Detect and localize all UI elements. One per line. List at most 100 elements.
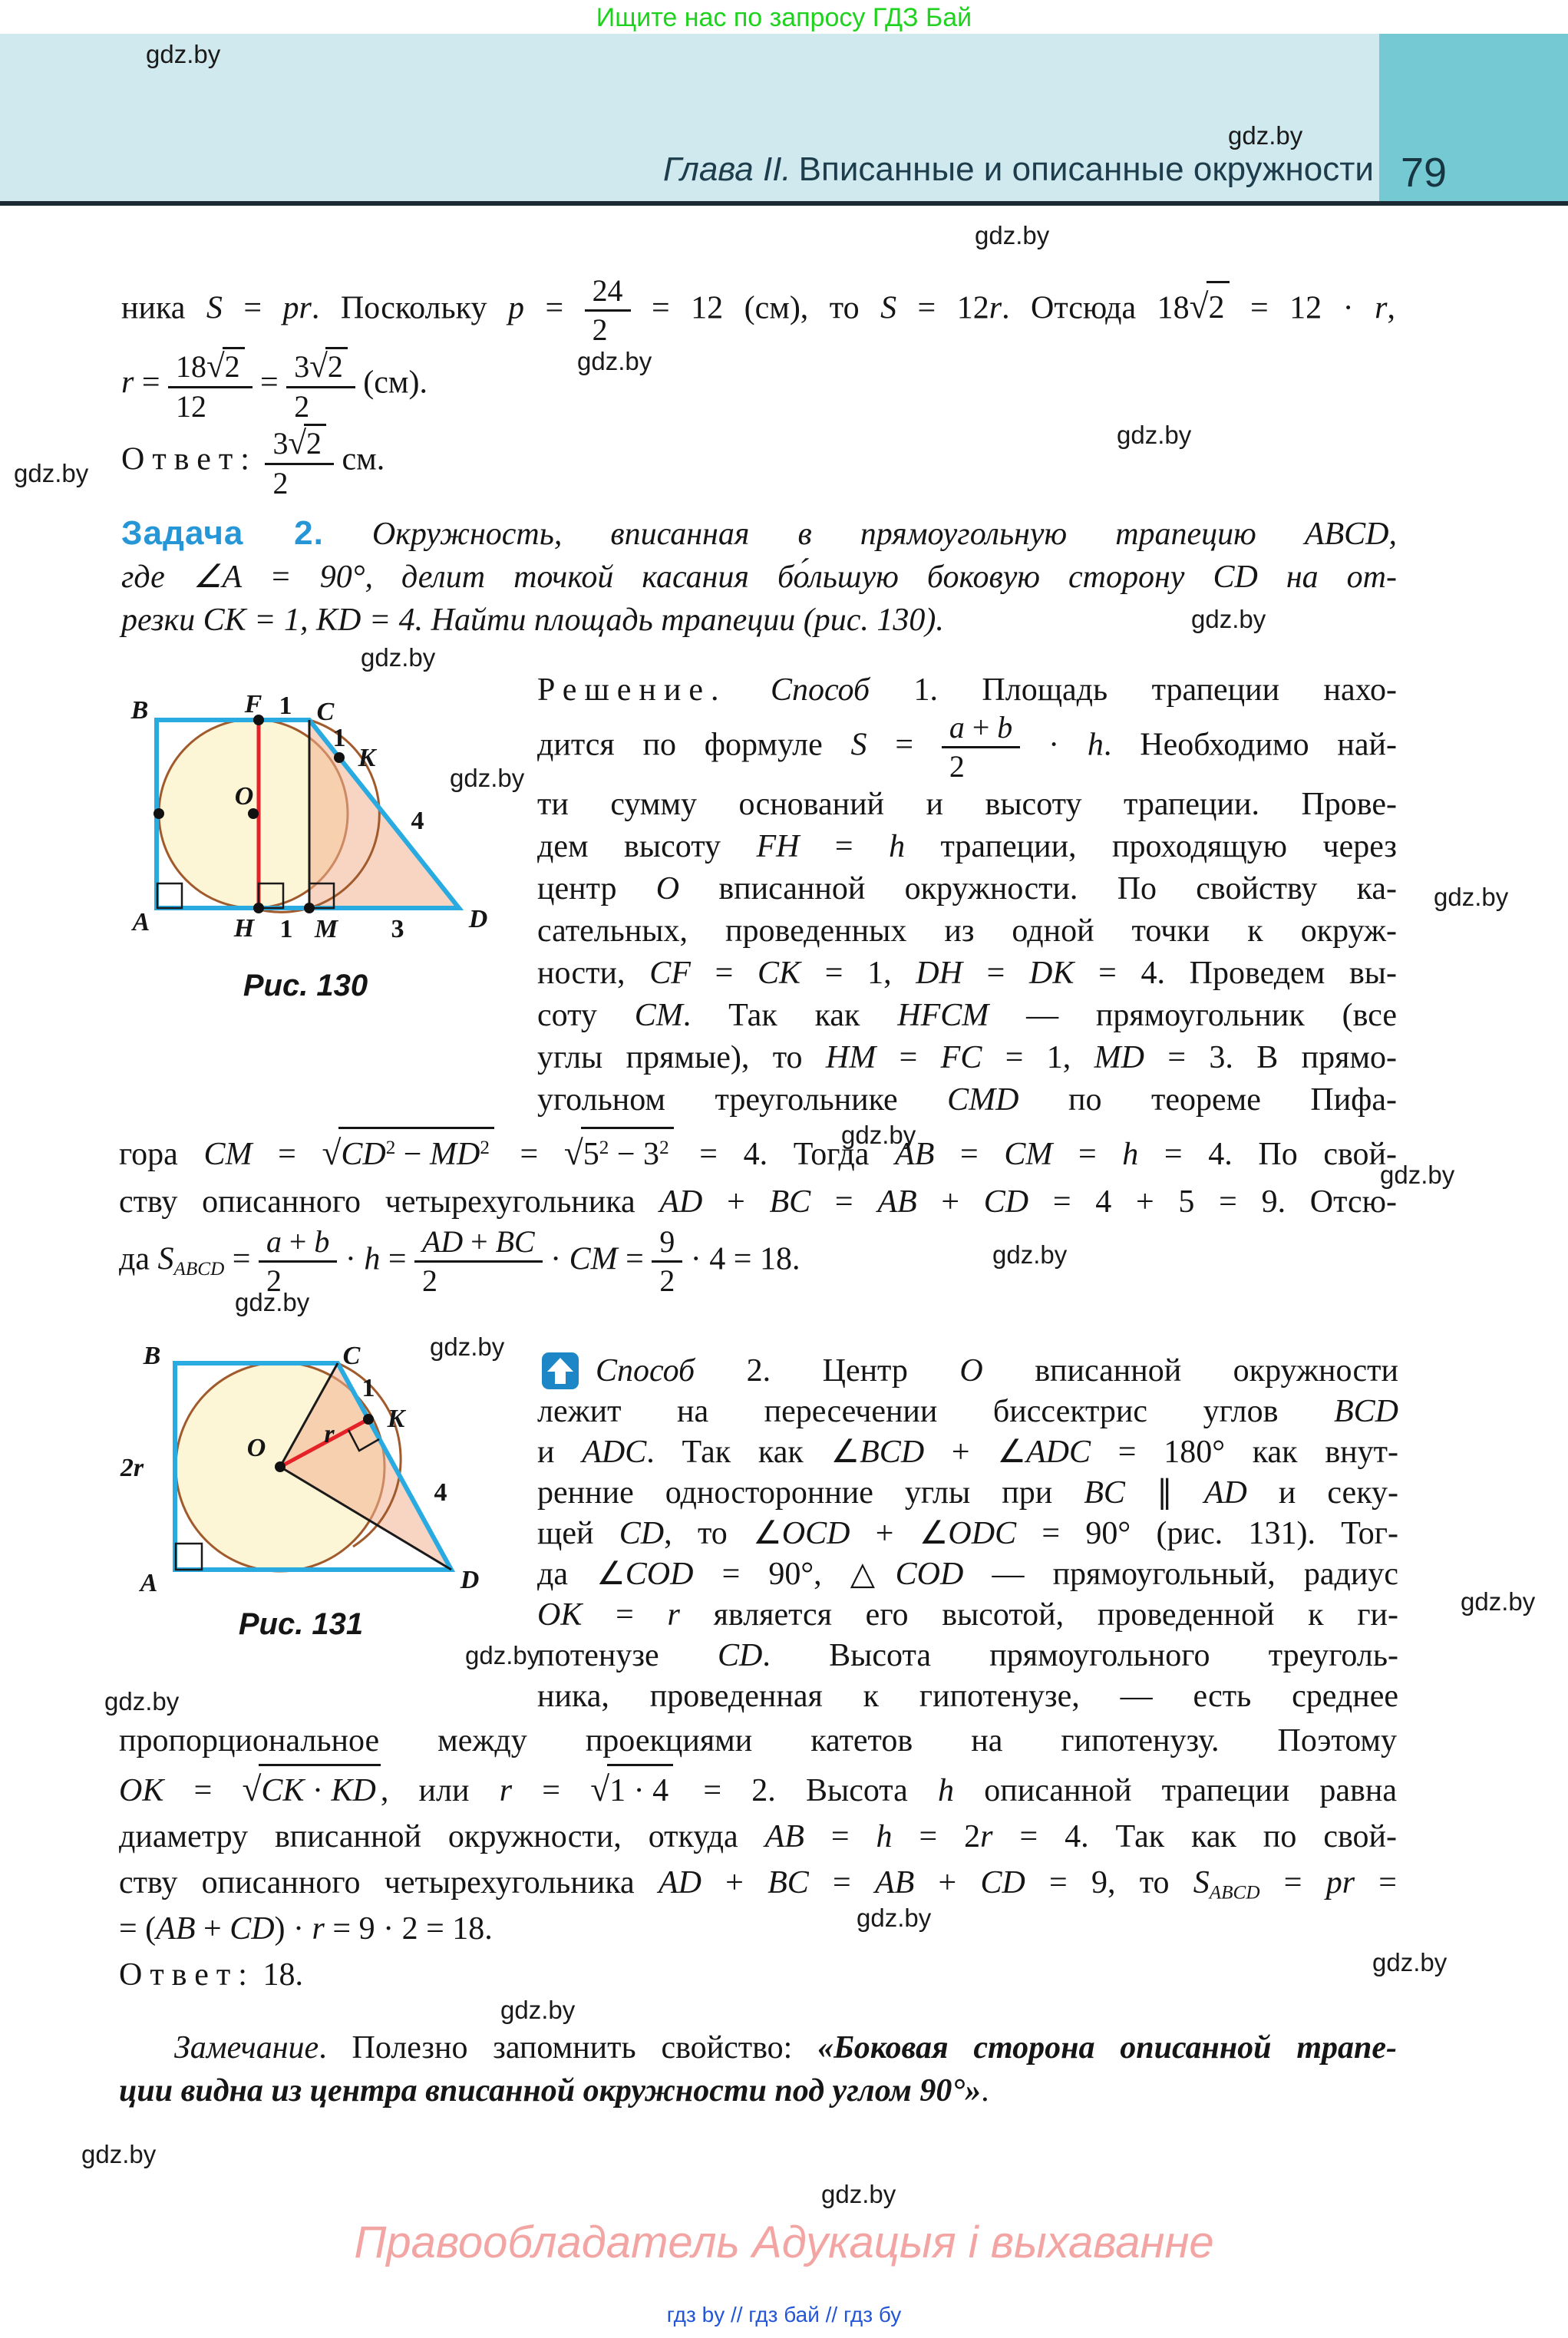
gdz-watermark: gdz.by <box>235 1288 310 1316</box>
gdz-watermark: gdz.by <box>500 1996 576 2024</box>
fig130-label-md: 3 <box>391 915 404 943</box>
fig131-label-r: r <box>324 1420 335 1448</box>
right-angle-m <box>308 882 335 910</box>
fig131-label-ab: 2r <box>120 1454 144 1482</box>
right-angle-a <box>156 882 183 910</box>
fig130-label-A: A <box>131 908 150 936</box>
segment-oc <box>279 1362 339 1468</box>
text-line: Ответ: 3√2 2 см. <box>121 423 385 501</box>
fig130-label-fc: 1 <box>279 692 292 720</box>
fig131-label-A: A <box>139 1569 158 1597</box>
fig131-label-D: D <box>460 1566 480 1594</box>
paragraph-method1-continued: гора CM = √CD2 − MD2 = √52 − 32 = 4. Тог… <box>119 1127 1397 1298</box>
text-line: Задача 2. Окружность, вписанная в прямоу… <box>121 514 1397 552</box>
fig130-label-kd: 4 <box>411 807 424 835</box>
text-line: ству описанного четырехугольника AD + BC… <box>119 1184 1397 1220</box>
fig130-label-hm: 1 <box>280 915 293 943</box>
gdz-watermark: gdz.by <box>1461 1587 1536 1616</box>
text-line: лежит на пересечении биссектрис углов BC… <box>537 1394 1398 1429</box>
fig130-caption: Рис. 130 <box>243 969 368 1002</box>
up-arrow-icon <box>547 1358 573 1384</box>
method2-arrow-icon <box>542 1352 579 1389</box>
gdz-watermark: gdz.by <box>821 2180 896 2208</box>
text-line: ника S = pr. Поскольку p = 24 2 = 12 (см)… <box>121 273 1395 348</box>
paragraph-method2: Способ 2. Центр O вписанной окружности ле… <box>537 1351 1398 1717</box>
radius-ok-line <box>279 1417 370 1469</box>
fig130-label-C: C <box>317 698 335 726</box>
fig131-label-B: B <box>143 1342 161 1370</box>
text-line: OK = √CK · KD, или r = √1 · 4 = 2. Высот… <box>119 1764 1397 1814</box>
gdz-watermark: gdz.by <box>81 2140 157 2168</box>
text-line: ции видна из центра вписанной окружности… <box>119 2073 989 2108</box>
page-number: 79 <box>1401 150 1448 196</box>
text-line: Решение. Способ 1. Площадь трапеции нахо… <box>537 672 1398 708</box>
chapter-label: Глава II. <box>663 150 791 188</box>
right-angle-k <box>347 1429 380 1452</box>
gdz-watermark: gdz.by <box>361 643 436 672</box>
text-line: ника, проведенная к гипотенузе, — есть с… <box>537 1679 1398 1714</box>
gdz-watermark: gdz.by <box>465 1641 540 1669</box>
right-angle-a <box>174 1542 203 1571</box>
text-line: да ∠COD = 90°, △COD — прямоугольный, рад… <box>537 1557 1398 1592</box>
gdz-watermark: gdz.by <box>1380 1161 1455 1189</box>
gdz-watermark: gdz.by <box>975 221 1050 249</box>
paragraph-task1-solution-end: ника S = pr. Поскольку p = 24 2 = 12 (см)… <box>121 273 1395 501</box>
figure-131: B C 1 K r O 2r 4 A D Рис. 131 <box>120 1342 480 1641</box>
gdz-watermark: gdz.by <box>14 459 89 487</box>
gdz-watermark: gdz.by <box>1117 421 1192 449</box>
text-line: r = 18√2 12 = 3√2 2 (см). <box>121 346 427 424</box>
text-line: OK = r является его высотой, проведенной… <box>537 1597 1399 1633</box>
right-angle-h <box>257 882 285 910</box>
text-line: диаметру вписанной окружности, откуда AB… <box>119 1819 1397 1854</box>
gdz-watermark: gdz.by <box>1434 883 1509 911</box>
text-line: центр O вписанной окружности. По свойств… <box>537 870 1397 906</box>
text-line: Способ 2. Центр O вписанной окружности <box>596 1353 1398 1389</box>
text-line: щей CD, то ∠OCD + ∠ODC = 90° (рис. 131).… <box>537 1516 1398 1551</box>
gdz-watermark: gdz.by <box>104 1687 180 1716</box>
paragraph-method2-continued: пропорциональное между проекциями катето… <box>119 1718 1397 1998</box>
paragraph-task2-statement: Задача 2. Окружность, вписанная в прямоу… <box>121 513 1397 642</box>
copyright-footer: Правообладатель Адукацыя і выхаванне <box>354 2217 1214 2267</box>
fig130-label-D: D <box>468 905 488 933</box>
paragraph-remark: Замечание. Полезно запомнить свойство: «… <box>119 2026 1397 2112</box>
fig130-label-H: H <box>233 914 256 943</box>
gdz-watermark: gdz.by <box>1228 121 1303 150</box>
gdz-watermark: gdz.by <box>450 764 525 792</box>
page-number-box: 79 <box>1379 34 1568 201</box>
fig131-caption: Рис. 131 <box>239 1607 363 1641</box>
circle-arc-over-shade <box>253 718 381 913</box>
text-line: ти сумму оснований и высоту трапеции. Пр… <box>537 786 1397 822</box>
segment-od <box>279 1465 452 1571</box>
text-line: и ADC. Так как ∠BCD + ∠ADC = 180° как вн… <box>537 1435 1399 1470</box>
fig130-label-ck: 1 <box>333 724 346 752</box>
header-band <box>0 34 1568 201</box>
fig131-label-O: O <box>247 1434 266 1462</box>
fig131-label-K: K <box>387 1405 407 1433</box>
text-line: углы прямые), то HM = FC = 1, MD = 3. В … <box>537 1039 1398 1075</box>
text-line: ренние односторонние углы при BC ∥ AD и … <box>537 1475 1398 1511</box>
gdz-watermark: gdz.by <box>1372 1948 1448 1976</box>
gdz-watermark: gdz.by <box>577 347 652 375</box>
text-line: ности, CF = CK = 1, DH = DK = 4. Проведе… <box>537 955 1398 991</box>
chapter-title: Глава II. Вписанные и описанные окружност… <box>663 150 1374 189</box>
text-line: сательных, проведенных из одной точки к … <box>537 913 1397 949</box>
gdz-watermark: gdz.by <box>1191 605 1266 633</box>
paragraph-method1: Решение. Способ 1. Площадь трапеции нахо… <box>537 669 1397 1121</box>
gdz-watermark: gdz.by <box>146 40 221 68</box>
text-line: пропорциональное между проекциями катето… <box>119 1723 1397 1758</box>
text-line: Ответ: 18. <box>119 1957 303 1993</box>
fig130-label-M: M <box>314 915 339 943</box>
fig131-label-kd: 4 <box>434 1478 447 1507</box>
fig131-label-ck: 1 <box>362 1374 375 1402</box>
fig131-label-C: C <box>343 1342 361 1370</box>
text-line: угольном треугольнике CMD по теореме Пиф… <box>537 1081 1398 1118</box>
gdz-watermark: gdz.by <box>857 1904 932 1932</box>
text-line: где ∠A = 90°, делит точкой касания бо́ль… <box>121 560 1397 595</box>
fig130-label-B: B <box>130 696 149 725</box>
gdz-watermark: gdz.by <box>430 1332 505 1361</box>
fig130-label-K: K <box>358 744 378 772</box>
header-rule <box>0 201 1568 206</box>
footer-links[interactable]: гдз by // гдз бай // гдз бу <box>666 2303 902 2326</box>
